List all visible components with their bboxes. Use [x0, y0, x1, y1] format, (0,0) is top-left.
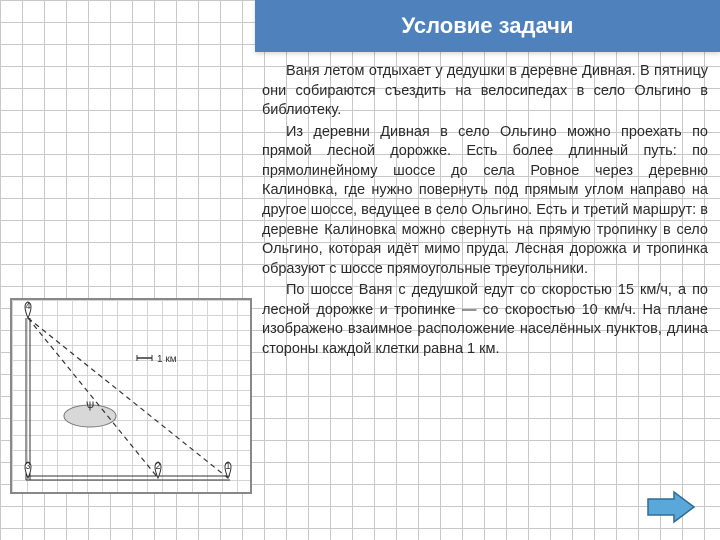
arrow-right-icon — [646, 490, 696, 524]
svg-text:3: 3 — [25, 461, 30, 471]
map-svg: 1 км ѱ 4 3 2 1 — [12, 300, 254, 496]
task-paragraph-2: Из деревни Дивная в село Ольгино можно п… — [262, 123, 708, 280]
map-pins: 4 3 2 1 — [25, 301, 231, 478]
task-paragraph-1: Ваня летом отдыхает у дедушки в деревне … — [262, 62, 708, 121]
svg-text:1: 1 — [225, 461, 230, 471]
pin-1: 1 — [225, 461, 231, 478]
next-button[interactable] — [646, 490, 696, 524]
task-body: Ваня летом отдыхает у дедушки в деревне … — [262, 62, 710, 524]
svg-text:2: 2 — [155, 461, 160, 471]
task-header: Условие задачи — [255, 0, 720, 52]
road-dashed — [28, 318, 228, 478]
task-header-title: Условие задачи — [402, 13, 574, 39]
svg-text:4: 4 — [25, 301, 30, 311]
task-paragraph-3: По шоссе Ваня с дедушкой едут со скорост… — [262, 281, 708, 359]
scale-label: 1 км — [157, 354, 177, 365]
pond-marker: ѱ — [86, 397, 94, 411]
map-diagram: 1 км ѱ 4 3 2 1 — [10, 298, 252, 494]
pin-4: 4 — [25, 301, 31, 318]
